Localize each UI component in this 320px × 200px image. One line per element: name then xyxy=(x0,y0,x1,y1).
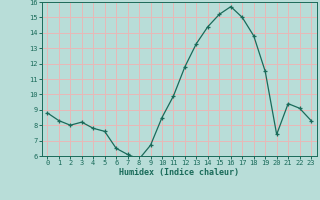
X-axis label: Humidex (Indice chaleur): Humidex (Indice chaleur) xyxy=(119,168,239,177)
